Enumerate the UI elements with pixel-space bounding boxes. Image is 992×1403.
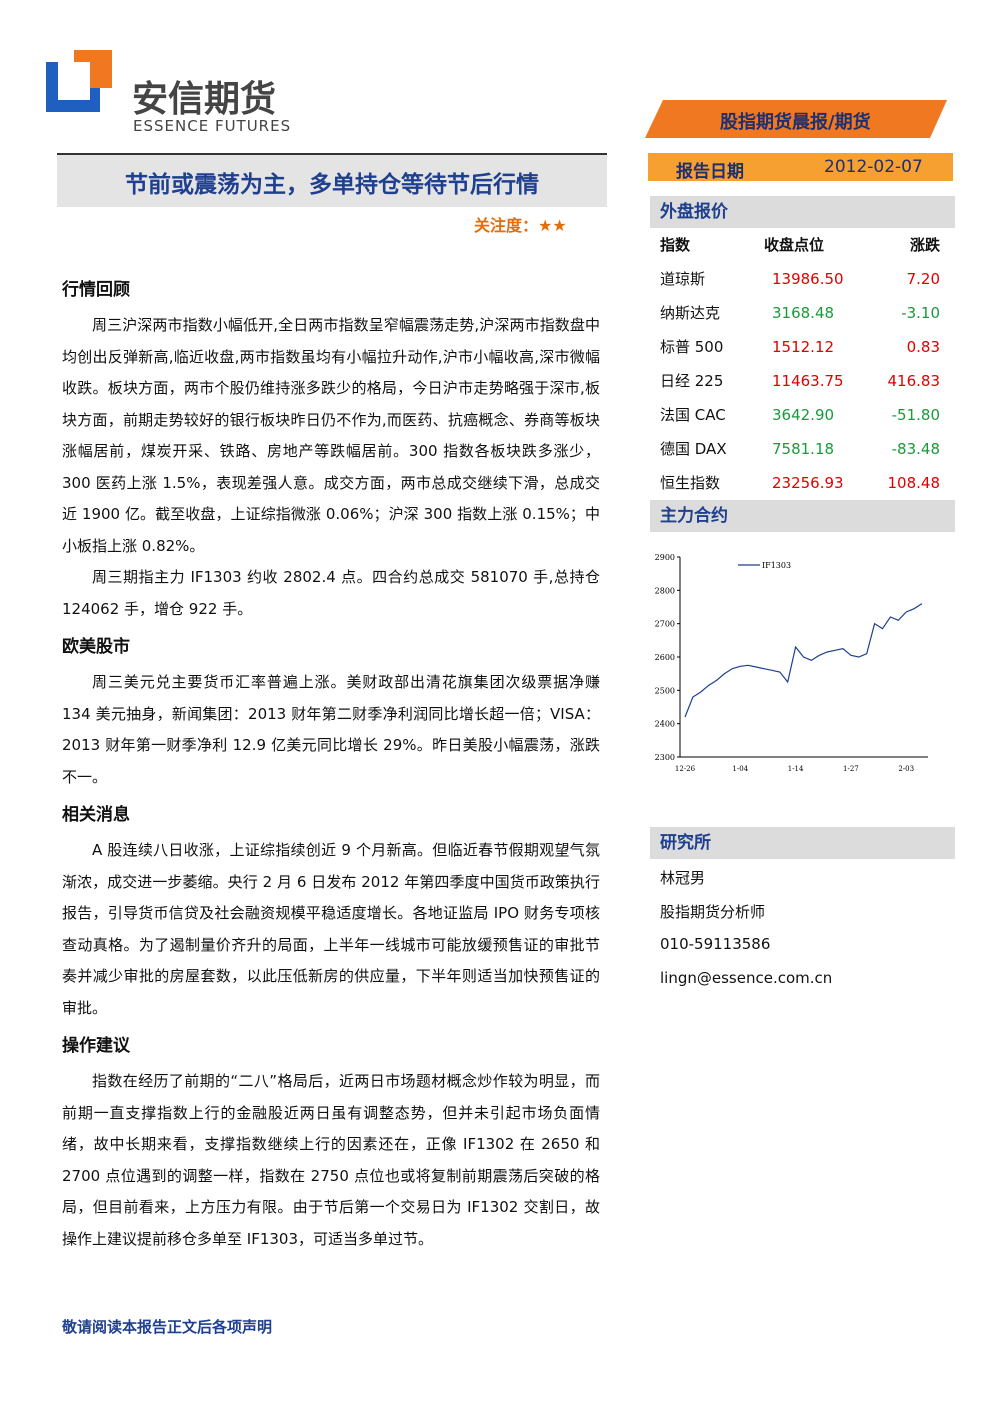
section-title: 行情回顾 <box>62 280 130 300</box>
attention: 关注度：★★ <box>474 212 567 236</box>
table-row: 恒生指数 23256.93 108.48 <box>660 466 940 500</box>
series-line <box>684 603 923 718</box>
column-header: 收盘点位 <box>764 236 825 254</box>
analyst-role: 股指期货分析师 <box>660 903 766 921</box>
paragraph: 周三美元兑主要货币汇率普遍上涨。美财政部出清花旗集团次级票据净赚 134 美元抽… <box>62 673 600 786</box>
table-cell: 3642.90 <box>772 406 835 424</box>
footer: 敬请阅读本报告正文后各项声明 <box>62 1318 273 1336</box>
paragraph: 周三期指主力 IF1303 约收 2802.4 点。四合约总成交 581070 … <box>62 568 600 618</box>
section-heading: 行情回顾 <box>62 276 600 304</box>
attention-stars: ★★ <box>538 216 567 235</box>
table-row: 德国 DAX 7581.18 -83.48 <box>660 432 940 466</box>
table-cell: -3.10 <box>901 304 940 322</box>
report-type: 股指期货晨报/期货 <box>720 112 871 133</box>
table-row: 标普 500 1512.12 0.83 <box>660 330 940 364</box>
table-cell: -51.80 <box>891 406 940 424</box>
x-tick-label: 1-27 <box>843 765 859 773</box>
title-bar <box>57 153 607 207</box>
table-cell: 日经 225 <box>660 372 724 390</box>
analyst-phone: 010-59113586 <box>660 935 771 953</box>
y-tick-label: 2600 <box>655 653 675 662</box>
section-heading: 相关消息 <box>62 801 600 829</box>
attention-label: 关注度： <box>474 216 539 235</box>
table-cell: 道琼斯 <box>660 270 706 288</box>
section-title: 欧美股市 <box>62 637 130 657</box>
date-label: 报告日期 <box>676 162 744 182</box>
table-cell: 13986.50 <box>772 270 844 288</box>
paragraph: A 股连续八日收涨，上证综指续创近 9 个月新高。但临近春节假期观望气氛渐浓，成… <box>62 841 600 1017</box>
table-cell: 416.83 <box>887 372 941 390</box>
table-cell: 7581.18 <box>772 440 835 458</box>
y-tick-label: 2700 <box>655 620 675 629</box>
analyst-name: 林冠男 <box>660 869 706 887</box>
legend-label: IF1303 <box>762 561 791 570</box>
paragraph: 指数在经历了前期的“二八”格局后，近两日市场题材概念炒作较为明显，而前期一直支撑… <box>62 1072 600 1248</box>
column-header: 涨跌 <box>909 236 940 254</box>
y-tick-label: 2400 <box>655 720 675 729</box>
table-cell: 11463.75 <box>772 372 844 390</box>
table-header: 指数 收盘点位 涨跌 <box>660 228 940 262</box>
section-title: 操作建议 <box>62 1036 130 1056</box>
table-row: 纳斯达克 3168.48 -3.10 <box>660 296 940 330</box>
table-cell: 3168.48 <box>772 304 835 322</box>
table-cell: 恒生指数 <box>660 474 721 492</box>
column-header: 指数 <box>660 236 691 254</box>
logo-en: ESSENCE FUTURES <box>133 117 292 135</box>
paragraph: 周三沪深两市指数小幅低开,全日两市指数呈窄幅震荡走势,沪深两市指数盘中均创出反弹… <box>62 316 600 555</box>
table-cell: 108.48 <box>887 474 941 492</box>
date: 2012-02-07 <box>824 157 923 177</box>
logo-icon <box>46 50 112 112</box>
section-title: 相关消息 <box>62 805 130 825</box>
logo-cn: 安信期货 <box>132 79 277 120</box>
table-cell: 标普 500 <box>660 338 724 356</box>
report-banner <box>645 100 947 138</box>
x-tick-label: 12-26 <box>675 765 696 773</box>
table-cell: 23256.93 <box>772 474 844 492</box>
research-heading: 研究所 <box>650 827 955 859</box>
table-row: 道琼斯 13986.50 7.20 <box>660 262 940 296</box>
x-tick-label: 1-04 <box>732 765 748 773</box>
section-heading: 操作建议 <box>62 1032 600 1060</box>
table-cell: 德国 DAX <box>660 440 727 458</box>
analyst-email: lingn@essence.com.cn <box>660 969 833 987</box>
table-row: 日经 225 11463.75 416.83 <box>660 364 940 398</box>
table-cell: 7.20 <box>906 270 940 288</box>
market-heading: 外盘报价 <box>650 196 955 228</box>
date-bar <box>648 153 953 181</box>
section-heading: 欧美股市 <box>62 633 600 661</box>
contract-heading: 主力合约 <box>650 500 955 532</box>
title: 节前或震荡为主，多单持仓等待节后行情 <box>125 172 539 198</box>
chart: 2300 2400 2500 2600 2700 2800 2900 12-26 1-04 1-1… <box>655 553 928 773</box>
x-tick-label: 2-03 <box>898 765 914 773</box>
y-tick-label: 2800 <box>655 586 675 595</box>
y-tick-label: 2900 <box>655 553 675 562</box>
table-cell: 1512.12 <box>772 338 835 356</box>
table-cell: 纳斯达克 <box>660 304 721 322</box>
main-column: 行情回顾周三沪深两市指数小幅低开,全日两市指数呈窄幅震荡走势,沪深两市指数盘中均… <box>62 268 600 1255</box>
y-tick-label: 2500 <box>655 686 675 695</box>
y-tick-label: 2300 <box>655 753 675 762</box>
x-tick-label: 1-14 <box>788 765 804 773</box>
table-cell: 法国 CAC <box>660 406 726 424</box>
table-cell: 0.83 <box>906 338 940 356</box>
table-row: 法国 CAC 3642.90 -51.80 <box>660 398 940 432</box>
table-cell: -83.48 <box>891 440 940 458</box>
